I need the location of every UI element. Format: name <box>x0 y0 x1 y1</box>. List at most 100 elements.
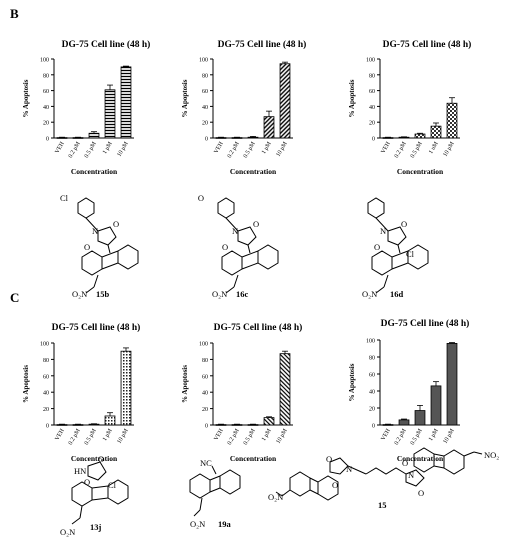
x-axis-label: Concentration <box>397 454 444 463</box>
chart-title: DG-75 Cell line (48 h) <box>52 322 141 333</box>
y-tick-label: 20 <box>369 407 375 413</box>
y-tick-label: 80 <box>202 73 208 79</box>
y-tick-label: 20 <box>43 407 49 413</box>
x-tick-label: VEH <box>213 427 225 441</box>
atom-16c-nitro: O₂N <box>212 289 227 299</box>
x-tick-label: VEH <box>213 140 225 154</box>
panel-letter-c: C <box>10 290 20 305</box>
atom-15b-nitro: O₂N <box>72 289 87 299</box>
x-axis-label: Concentration <box>71 167 118 176</box>
chart-title: DG-75 Cell line (48 h) <box>383 39 472 50</box>
y-tick-label: 100 <box>40 58 49 64</box>
y-tick-label: 40 <box>43 391 49 397</box>
atom-19a-nc: NC <box>200 458 212 468</box>
atom-15b-n: N <box>92 226 98 236</box>
label-15: 15 <box>378 500 387 510</box>
y-tick-label: 100 <box>366 58 375 64</box>
y-tick-label: 40 <box>369 105 375 111</box>
atom-13j-cl: Cl <box>108 480 117 490</box>
y-tick-label: 20 <box>202 407 208 413</box>
chart-title: DG-75 Cell line (48 h) <box>214 322 303 333</box>
atom-15-nitro-right: NO₂ <box>484 450 499 460</box>
structure-19a <box>189 465 241 517</box>
y-axis-label: % Apoptosis <box>348 363 356 401</box>
y-tick-label: 60 <box>202 374 208 380</box>
atom-13j-hn: HN <box>74 466 86 476</box>
y-tick-label: 20 <box>369 121 375 127</box>
structure-15b <box>77 197 139 294</box>
x-axis-label: Concentration <box>230 454 277 463</box>
structure-13j <box>71 461 129 525</box>
y-tick-label: 80 <box>43 73 49 79</box>
y-tick-label: 60 <box>43 374 49 380</box>
atom-16c-o: O <box>198 193 204 203</box>
chart-title: DG-75 Cell line (48 h) <box>218 39 307 50</box>
x-axis-label: Concentration <box>71 454 118 463</box>
y-tick-label: 60 <box>369 373 375 379</box>
y-tick-label: 0 <box>372 137 375 143</box>
x-tick-label: VEH <box>54 140 66 154</box>
structure-16c <box>217 197 279 294</box>
y-tick-label: 80 <box>43 358 49 364</box>
x-axis-label: Concentration <box>230 167 277 176</box>
chart-title: DG-75 Cell line (48 h) <box>381 318 470 329</box>
label-16d: 16d <box>390 289 404 299</box>
chart-title: DG-75 Cell line (48 h) <box>62 39 151 50</box>
y-axis-label: % Apoptosis <box>348 79 356 117</box>
atom-15-nitro-left: O₂N <box>268 492 283 502</box>
atom-16d-cl: Cl <box>406 249 415 259</box>
atom-19a-nitro: O₂N <box>190 519 205 529</box>
y-tick-label: 100 <box>199 58 208 64</box>
y-tick-label: 60 <box>43 89 49 95</box>
panel-letter-b: B <box>10 6 19 21</box>
y-tick-label: 80 <box>202 358 208 364</box>
y-axis-label: % Apoptosis <box>181 365 189 403</box>
atom-16d-o1: O <box>401 219 407 229</box>
y-axis-label: % Apoptosis <box>22 79 30 117</box>
y-tick-label: 0 <box>46 424 49 430</box>
label-16c: 16c <box>236 289 249 299</box>
y-tick-label: 60 <box>369 89 375 95</box>
y-tick-label: 100 <box>366 339 375 345</box>
atom-15-o4: O <box>418 488 424 498</box>
y-tick-label: 40 <box>43 105 49 111</box>
y-axis-label: % Apoptosis <box>181 79 189 117</box>
y-tick-label: 0 <box>205 424 208 430</box>
structure-16d <box>367 197 429 294</box>
atom-15b-cl: Cl <box>60 193 69 203</box>
y-tick-label: 40 <box>369 390 375 396</box>
y-tick-label: 80 <box>369 73 375 79</box>
atom-16d-nitro: O₂N <box>362 289 377 299</box>
y-tick-label: 20 <box>43 121 49 127</box>
chart-3: DG-75 Cell line (48 h) 0 20 40 60 80 100 % Apop… <box>348 39 471 176</box>
y-tick-label: 0 <box>46 137 49 143</box>
atom-15-n1: N <box>346 464 352 474</box>
atom-15-n2: N <box>408 470 414 480</box>
y-tick-label: 0 <box>372 424 375 430</box>
structure-15 <box>275 447 483 501</box>
y-tick-label: 100 <box>40 342 49 348</box>
y-tick-label: 100 <box>199 342 208 348</box>
atom-13j-o1: O <box>98 454 104 464</box>
atom-15b-o1: O <box>113 219 119 229</box>
atom-13j-nitro: O₂N <box>60 527 75 537</box>
atom-16c-o1: O <box>253 219 259 229</box>
y-tick-label: 80 <box>369 356 375 362</box>
x-tick-label: VEH <box>380 427 392 441</box>
x-axis-label: Concentration <box>397 167 444 176</box>
label-15b: 15b <box>96 289 110 299</box>
y-tick-label: 0 <box>205 137 208 143</box>
atom-15-o1: O <box>326 454 332 464</box>
x-tick-label: VEH <box>380 140 392 154</box>
atom-15-o2: O <box>332 480 338 490</box>
atom-16c-n: N <box>232 226 238 236</box>
atom-16d-o2: O <box>374 242 380 252</box>
atom-15b-o2: O <box>84 242 90 252</box>
x-tick-label: 1 uM <box>428 140 440 155</box>
y-tick-label: 60 <box>202 89 208 95</box>
label-13j: 13j <box>90 522 102 532</box>
y-axis-label: % Apoptosis <box>22 365 30 403</box>
